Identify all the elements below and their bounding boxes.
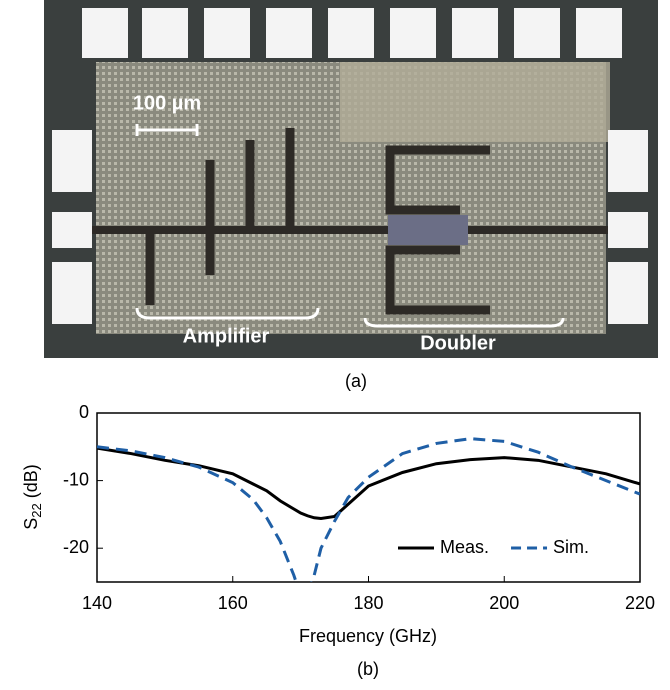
photo-label: Doubler bbox=[420, 332, 496, 354]
series-line bbox=[97, 439, 640, 596]
y-tick-label: -20 bbox=[63, 537, 89, 557]
scale-label: 100 µm bbox=[133, 92, 201, 114]
x-axis-title: Frequency (GHz) bbox=[299, 626, 437, 646]
chip-photo: 100 µm Amplifier Doubler bbox=[44, 0, 658, 358]
legend-label: Meas. bbox=[440, 537, 489, 557]
x-tick-label: 180 bbox=[353, 593, 383, 613]
x-tick-label: 200 bbox=[489, 593, 519, 613]
legend-label: Sim. bbox=[553, 537, 589, 557]
y-title-sub: 22 bbox=[29, 503, 44, 517]
x-tick-label: 140 bbox=[82, 593, 112, 613]
caption: (b) bbox=[357, 659, 379, 679]
x-tick-label: 160 bbox=[218, 593, 248, 613]
y-tick-label: 0 bbox=[79, 402, 89, 422]
caption: (a) bbox=[345, 371, 367, 391]
y-axis-title: S22 (dB) bbox=[21, 464, 45, 530]
photo-label: Amplifier bbox=[183, 325, 270, 347]
y-title-base: S bbox=[21, 518, 41, 530]
y-tick-label: -10 bbox=[63, 469, 89, 489]
series-line bbox=[97, 448, 640, 518]
figure: 100 µm Amplifier Doubler (a) (b) Frequen… bbox=[0, 0, 670, 685]
x-tick-label: 220 bbox=[625, 593, 655, 613]
y-title-unit: (dB) bbox=[21, 464, 41, 498]
